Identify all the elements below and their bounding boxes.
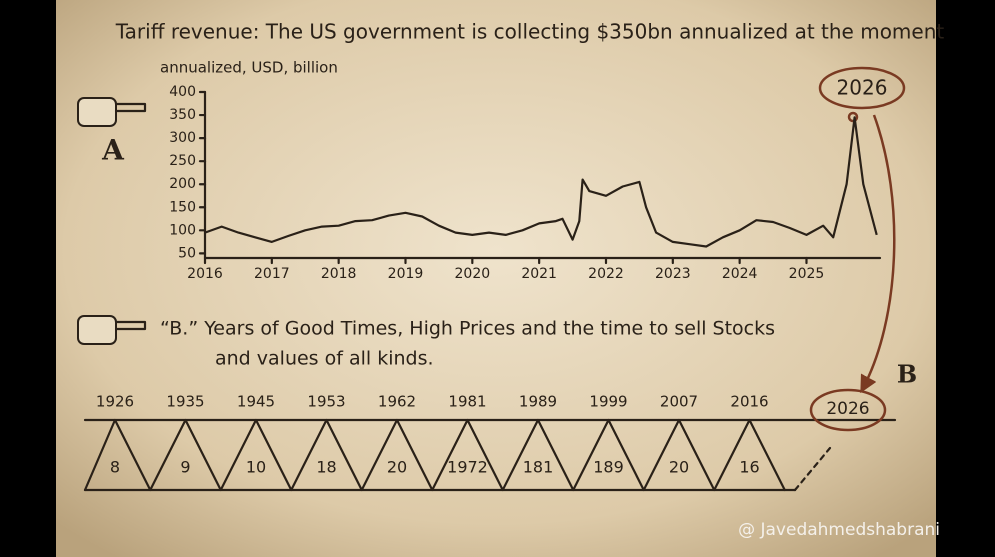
timeline-number: 16 bbox=[739, 458, 759, 477]
timeline-number: 10 bbox=[246, 458, 266, 477]
zigzag bbox=[83, 418, 786, 492]
y-tick-label: 250 bbox=[169, 153, 196, 169]
timeline: 1926 8 1935 9 1945 10 1953 18 1962 20 1981 1972 1989… bbox=[83, 388, 897, 492]
y-tick-label: 300 bbox=[169, 130, 196, 146]
timeline-number: 1972 bbox=[447, 458, 488, 477]
peak-marker bbox=[847, 111, 859, 123]
watermark: @ Javedahmedshabrani bbox=[738, 520, 940, 540]
x-tick-label: 2021 bbox=[521, 266, 557, 282]
pointing-hand bbox=[77, 315, 147, 345]
dashed-arrow bbox=[793, 446, 832, 492]
timeline-year: 1945 bbox=[237, 393, 275, 411]
timeline-year: 1953 bbox=[307, 393, 345, 411]
x-tick-label: 2022 bbox=[588, 266, 624, 282]
timeline-year: 1981 bbox=[448, 393, 486, 411]
y-tick-label: 150 bbox=[169, 199, 196, 215]
timeline-number: 18 bbox=[316, 458, 336, 477]
timeline-number: 189 bbox=[593, 458, 624, 477]
x-tick-label: 2023 bbox=[655, 266, 691, 282]
timeline-year: 2007 bbox=[660, 393, 698, 411]
timeline-year: 1999 bbox=[589, 393, 627, 411]
x-tick-label: 2018 bbox=[321, 266, 357, 282]
timeline-year: 1962 bbox=[378, 393, 416, 411]
data-line bbox=[204, 116, 878, 248]
y-axis-label: annualized, USD, billion bbox=[160, 59, 338, 77]
x-tick-label: 2019 bbox=[388, 266, 424, 282]
end-circle bbox=[809, 388, 887, 432]
timeline-number: 20 bbox=[669, 458, 689, 477]
y-tick-label: 200 bbox=[169, 176, 196, 192]
timeline-end-year: 2026 bbox=[826, 399, 869, 419]
timeline-number: 20 bbox=[387, 458, 407, 477]
highlight-label: 2026 bbox=[837, 76, 888, 100]
arrow bbox=[860, 114, 896, 394]
timeline-year: 1926 bbox=[96, 393, 134, 411]
x-tick-label: 2025 bbox=[789, 266, 825, 282]
x-tick-label: 2024 bbox=[722, 266, 758, 282]
y-tick-label: 400 bbox=[169, 84, 196, 100]
quote-line: “B.” Years of Good Times, High Prices an… bbox=[160, 318, 775, 340]
label-a: A bbox=[101, 134, 125, 167]
pointing-hand bbox=[77, 97, 147, 127]
x-tick-label: 2017 bbox=[254, 266, 290, 282]
timeline-year: 2016 bbox=[730, 393, 768, 411]
timeline-number: 9 bbox=[180, 458, 190, 477]
x-tick-label: 2020 bbox=[455, 266, 491, 282]
timeline-number: 8 bbox=[110, 458, 120, 477]
highlight-circle bbox=[818, 66, 906, 110]
x-tick-label: 2016 bbox=[187, 266, 223, 282]
timeline-year: 1935 bbox=[166, 393, 204, 411]
label-b: B bbox=[897, 360, 917, 389]
y-tick-label: 50 bbox=[178, 245, 196, 261]
timeline-year: 1989 bbox=[519, 393, 557, 411]
chart-title: Tariff revenue: The US government is col… bbox=[115, 20, 945, 44]
quote-line: and values of all kinds. bbox=[215, 348, 434, 370]
y-tick-label: 350 bbox=[169, 107, 196, 123]
y-tick-label: 100 bbox=[169, 222, 196, 238]
timeline-number: 181 bbox=[523, 458, 554, 477]
